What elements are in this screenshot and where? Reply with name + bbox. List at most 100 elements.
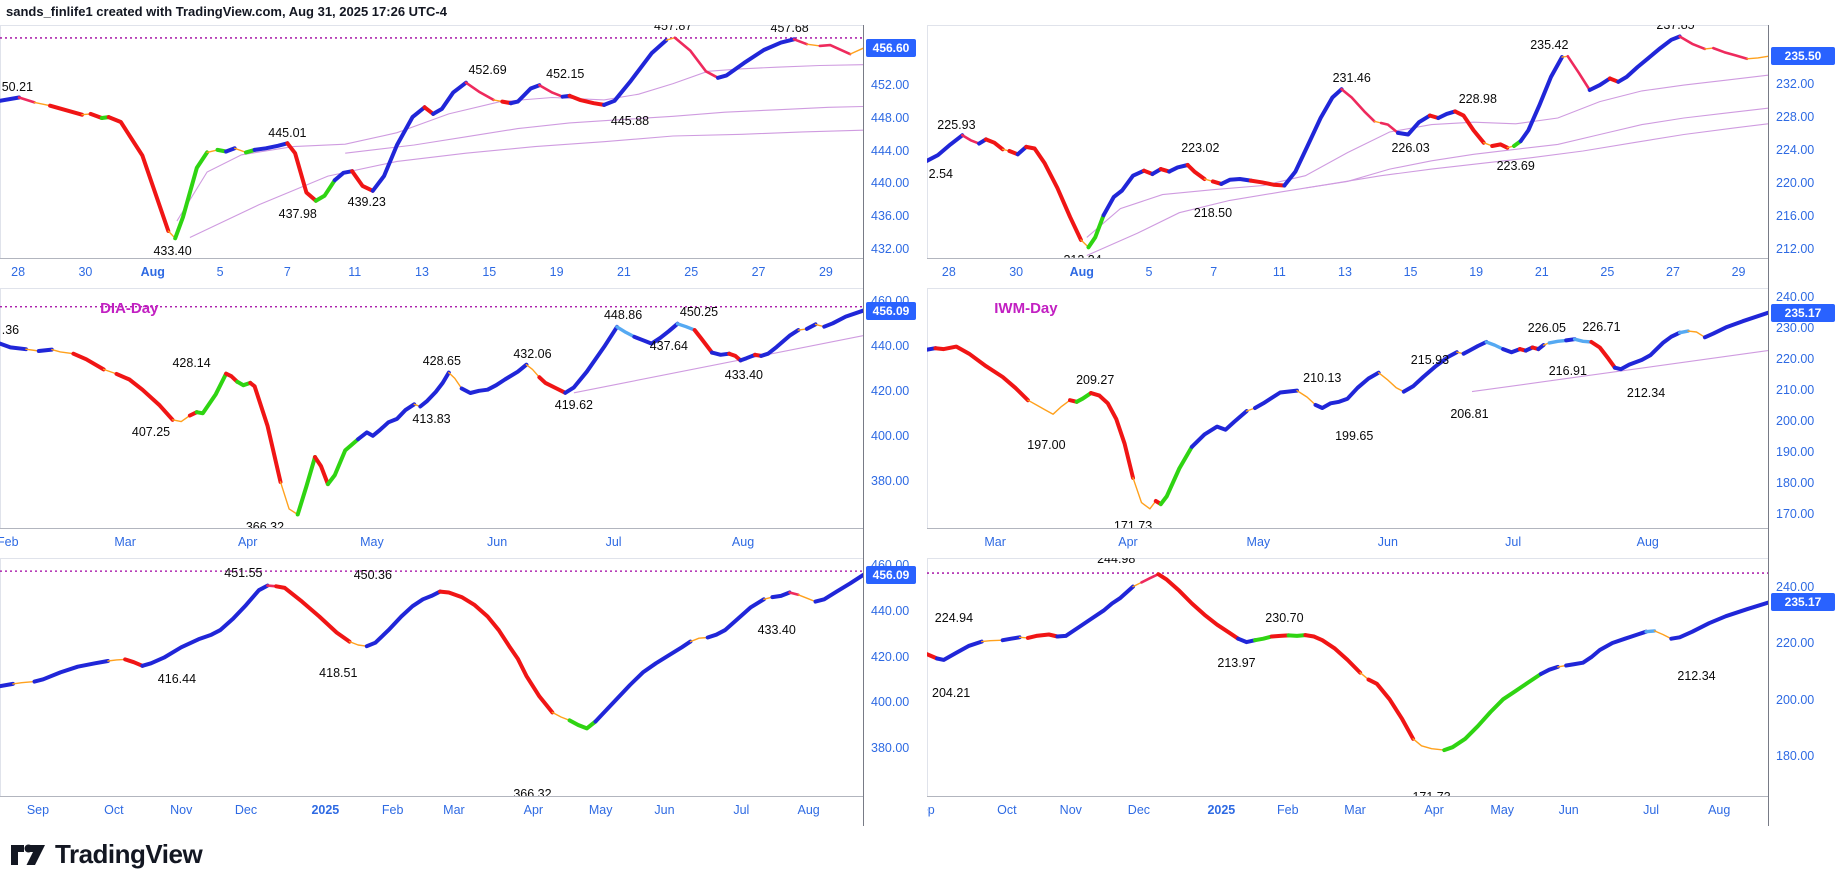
time-tick-label: Apr — [237, 535, 258, 549]
price-line-segment — [1678, 35, 1707, 51]
price-tick-label: 420.00 — [871, 649, 910, 664]
time-tick-label: May — [1246, 535, 1271, 549]
price-annotation: 218.50 — [1193, 205, 1233, 220]
price-line-segment — [1484, 340, 1505, 351]
price-line-segment — [738, 352, 758, 363]
time-tick-label: 13 — [415, 265, 429, 279]
tradingview-logo-text: TradingView — [55, 839, 203, 869]
price-line-segment — [927, 133, 965, 163]
price-line-segment — [1687, 330, 1706, 338]
price-line-segment — [448, 371, 463, 390]
time-scale[interactable]: Sep Oct Nov Dec 2025 Feb Mar Apr May Jun Jul Aug — [0, 796, 863, 826]
price-line-segment — [1436, 109, 1458, 120]
price-annotation: 428.65 — [422, 354, 461, 369]
price-line-segment — [849, 47, 863, 55]
price-annotation: 451.55 — [224, 566, 263, 581]
price-annotation: 433.40 — [724, 368, 764, 383]
price-tick-label: 440.00 — [871, 603, 910, 618]
price-line-segment — [1379, 121, 1400, 135]
price-chart-svg[interactable] — [927, 25, 1768, 258]
price-line-segment — [295, 455, 317, 517]
price-line-segment — [508, 83, 542, 106]
time-tick-label: 30 — [78, 265, 93, 279]
last-price-badge: 235.50 — [1771, 47, 1835, 66]
price-line-segment — [1712, 46, 1749, 61]
time-tick-label: 11 — [1272, 265, 1286, 279]
price-line-segment — [1442, 672, 1543, 753]
price-line-segment — [0, 681, 15, 689]
price-line-segment — [194, 371, 229, 416]
price-chart-svg[interactable] — [0, 288, 863, 528]
time-tick-label: Oct — [997, 803, 1017, 817]
price-line-segment — [1377, 372, 1405, 393]
time-scale[interactable]: Sep Oct Nov Dec 2025 Feb Mar Apr May Jun Jul Aug — [927, 796, 1768, 826]
price-tick-label: 190.00 — [1776, 444, 1815, 459]
price-line-segment — [51, 348, 75, 355]
price-scale[interactable]: 452.00 448.00 444.00 440.00 436.00 432.00 456.… — [863, 25, 919, 288]
price-line-segment — [1158, 444, 1194, 507]
price-line-segment — [1253, 388, 1299, 410]
price-line-segment — [107, 658, 126, 662]
price-line-segment — [1027, 399, 1071, 415]
price-annotation: 416.44 — [157, 672, 197, 687]
price-chart-svg[interactable] — [927, 558, 1768, 796]
panel-iwm-day: IWM-Day 197.00 209.27 171.73 210.13 199.65 215… — [927, 288, 1838, 558]
price-scale[interactable]: 240.00 230.00 220.00 210.00 200.00 190.00 180.… — [1768, 288, 1838, 558]
price-tick-label: 448.00 — [871, 110, 910, 125]
time-scale[interactable]: Mar Apr May Jun Jul Aug — [927, 528, 1768, 558]
price-line-segment — [1396, 113, 1432, 137]
price-chart-svg[interactable] — [0, 25, 863, 258]
price-line-segment — [1236, 636, 1257, 645]
price-line-segment — [438, 589, 555, 715]
time-tick-label: May — [360, 535, 384, 549]
price-line-segment — [1704, 47, 1714, 50]
time-tick-label: May — [1490, 803, 1515, 817]
time-tick-label: Dec — [234, 803, 258, 817]
time-tick-label: Sep — [26, 803, 50, 817]
price-tick-label: 180.00 — [1776, 475, 1815, 490]
price-line-segment — [1219, 177, 1253, 186]
price-line-segment — [25, 348, 40, 352]
price-line-segment — [1501, 347, 1522, 355]
price-line-segment — [1746, 55, 1768, 60]
time-scale[interactable]: 28 30 Aug 5 7 11 13 15 19 21 25 27 29 — [927, 258, 1768, 288]
time-tick-label: Aug — [1708, 803, 1731, 817]
price-line-segment — [788, 591, 800, 597]
price-tick-label: 380.00 — [871, 473, 910, 488]
price-line-segment — [224, 371, 240, 384]
price-line-segment — [563, 324, 619, 395]
price-line-segment — [459, 362, 529, 395]
time-tick-label: 29 — [1731, 265, 1746, 279]
price-line-segment — [123, 657, 145, 668]
time-tick-label: 19 — [1469, 265, 1484, 279]
price-line-segment — [716, 37, 796, 80]
price-line-segment — [1140, 572, 1160, 584]
price-tick-label: 228.00 — [1776, 110, 1815, 125]
price-chart-svg[interactable] — [0, 558, 863, 796]
price-line-segment — [1366, 677, 1416, 741]
price-scale[interactable]: 240.00 220.00 200.00 180.00 235.17 — [1768, 558, 1838, 826]
time-tick-label: May — [588, 803, 613, 817]
price-line-segment — [1538, 664, 1560, 676]
price-line-segment — [274, 584, 352, 644]
price-line-segment — [1589, 340, 1617, 370]
moving-average-line — [176, 64, 863, 222]
tradingview-logo[interactable]: TradingView — [10, 839, 203, 870]
time-scale[interactable]: Feb Mar Apr May Jun Jul Aug — [0, 528, 863, 558]
last-price-badge: 235.17 — [1771, 303, 1835, 322]
price-chart-svg[interactable] — [927, 288, 1768, 528]
time-scale[interactable]: 28 30 Aug 5 7 11 13 15 19 21 25 27 29 — [0, 258, 863, 288]
price-scale[interactable]: 232.00 228.00 224.00 220.00 216.00 212.00 235.… — [1768, 25, 1838, 288]
price-line-segment — [710, 350, 732, 357]
price-line-segment — [770, 590, 792, 600]
price-annotation: 223.02 — [1181, 140, 1220, 155]
time-tick-label: Nov — [170, 803, 193, 817]
price-tick-label: 212.00 — [1776, 241, 1815, 256]
moving-average-line — [573, 335, 863, 394]
time-tick-label: 11 — [348, 265, 362, 279]
time-tick-label: 30 — [1009, 265, 1024, 279]
price-line-segment — [692, 328, 714, 355]
price-line-segment — [1461, 340, 1489, 356]
